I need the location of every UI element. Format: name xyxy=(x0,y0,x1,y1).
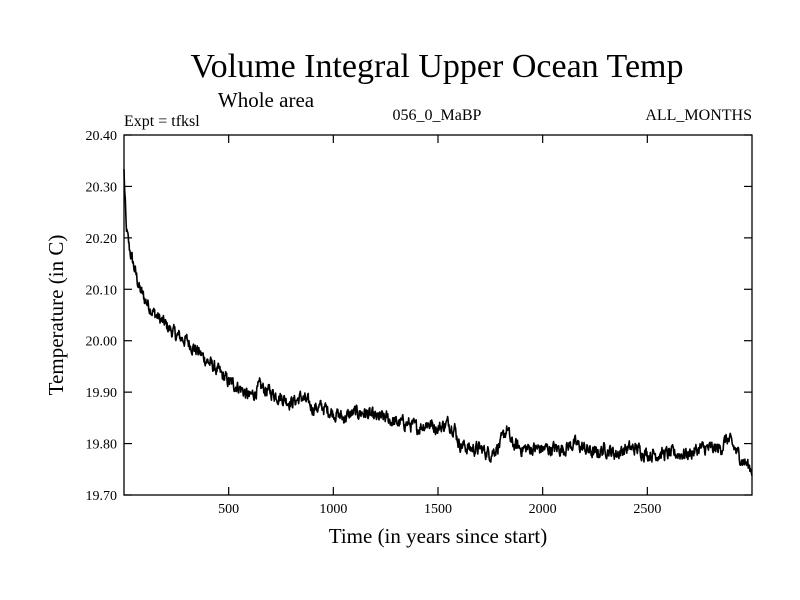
x-axis: 500 1000 1500 2000 2500 xyxy=(218,135,661,517)
y-tick-label: 20.10 xyxy=(86,283,118,298)
y-tick-label: 20.00 xyxy=(86,335,118,350)
y-tick-label: 19.80 xyxy=(86,438,118,453)
y-axis-label: Temperature (in C) xyxy=(44,235,68,396)
y-tick-label: 20.30 xyxy=(86,180,118,195)
series-line-tfksl xyxy=(123,169,753,476)
y-tick-label: 20.40 xyxy=(86,129,118,144)
x-tick-label: 1000 xyxy=(319,502,347,517)
y-tick-label: 20.20 xyxy=(86,232,118,247)
experiment-label: Expt = tfksl xyxy=(124,113,200,130)
months-label: ALL_MONTHS xyxy=(645,107,752,124)
x-tick-label: 1500 xyxy=(424,502,452,517)
chart-title: Volume Integral Upper Ocean Temp xyxy=(191,48,684,85)
x-axis-label: Time (in years since start) xyxy=(329,524,548,548)
y-tick-label: 19.90 xyxy=(86,386,118,401)
plot-frame xyxy=(123,134,753,496)
period-label: 056_0_MaBP xyxy=(393,107,482,124)
y-axis: 19.70 19.80 19.90 20.00 20.10 20.20 20.30 20.40 xyxy=(86,129,752,504)
x-tick-label: 500 xyxy=(218,502,239,517)
x-tick-label: 2000 xyxy=(529,502,557,517)
x-tick-label: 2500 xyxy=(633,502,661,517)
chart-subtitle: Whole area xyxy=(218,88,315,112)
y-tick-label: 19.70 xyxy=(86,489,118,504)
